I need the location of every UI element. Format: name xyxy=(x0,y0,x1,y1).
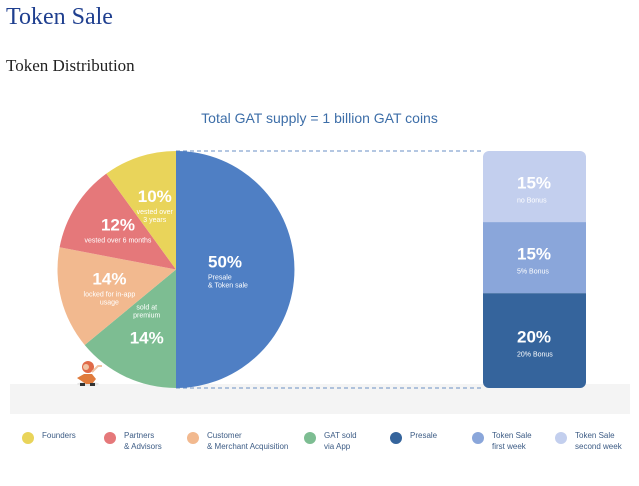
legend-label: Customer & Merchant Acquisition xyxy=(207,431,289,451)
legend-swatch xyxy=(304,432,316,444)
section-title: Token Distribution xyxy=(6,56,135,75)
pie: 50% Presale & Token sale sold at premium 14% 1… xyxy=(57,151,295,388)
pie-slice-label: 10% xyxy=(138,187,172,206)
chart-title: Total GAT supply = 1 billion GAT coins xyxy=(201,110,438,126)
legend-swatch xyxy=(22,432,34,444)
pie-slice xyxy=(57,247,176,346)
presale-bar-segment xyxy=(483,293,586,388)
page-title: Token Sale xyxy=(6,4,113,30)
presale-bar-sublabel: 5% Bonus xyxy=(517,269,549,276)
pie-slice-label: 12% xyxy=(101,216,135,235)
legend-swatch xyxy=(104,432,116,444)
pie-slice xyxy=(59,173,176,270)
pie-slice-sublabel: vested over 6 months xyxy=(85,238,152,245)
pie-slice-sublabel: Presale & Token sale xyxy=(208,275,248,290)
ground-shadow xyxy=(10,384,630,414)
legend-item: Customer & Merchant Acquisition xyxy=(187,430,288,452)
legend-label: Token Sale first week xyxy=(492,431,532,451)
legend-label: Partners & Advisors xyxy=(124,431,162,451)
legend-item: Token Sale first week xyxy=(472,430,532,452)
pie-slice-label: 14% xyxy=(92,270,126,289)
legend-swatch xyxy=(472,432,484,444)
pie-slice xyxy=(84,269,176,388)
legend-label: Presale xyxy=(410,431,438,440)
pie-slice-sublabel: vested over 3 years xyxy=(137,209,174,224)
presale-bar-sublabel: 20% Bonus xyxy=(517,352,553,359)
legend-item: GAT sold via App xyxy=(304,430,357,452)
legend-item: Token Sale second week xyxy=(555,430,622,452)
legend-item: Presale xyxy=(390,430,437,444)
legend-label: Token Sale second week xyxy=(575,431,622,451)
pie-slice-sublabel: sold at premium xyxy=(133,305,160,320)
legend-label: Founders xyxy=(42,431,76,440)
pie-slice-label: 50% xyxy=(208,253,242,272)
presale-bar-segment xyxy=(483,151,586,223)
legend-swatch xyxy=(187,432,199,444)
presale-bar-label: 20% xyxy=(517,328,551,347)
presale-breakdown-labels: 15% no Bonus 15% 5% Bonus 20% 20% Bonus xyxy=(517,174,553,359)
legend-item: Founders xyxy=(22,430,76,444)
legend-swatch xyxy=(390,432,402,444)
presale-bar-segment xyxy=(483,222,586,294)
presale-bar-label: 15% xyxy=(517,174,551,193)
legend-swatch xyxy=(555,432,567,444)
legend-item: Partners & Advisors xyxy=(104,430,162,452)
presale-bar-sublabel: no Bonus xyxy=(517,198,547,205)
legend-label: GAT sold via App xyxy=(324,431,357,451)
legend: Founders Partners & Advisors Customer & Me… xyxy=(0,430,639,470)
pie-slice xyxy=(176,151,295,388)
pie-slice-sublabel: locked for in-app usage xyxy=(84,292,136,307)
presale-bar-label: 15% xyxy=(517,245,551,264)
pushing-figure-icon xyxy=(77,361,102,386)
pie-slice xyxy=(106,151,176,270)
pie-slice-label: 14% xyxy=(130,329,164,348)
presale-breakdown-bar xyxy=(483,151,586,388)
